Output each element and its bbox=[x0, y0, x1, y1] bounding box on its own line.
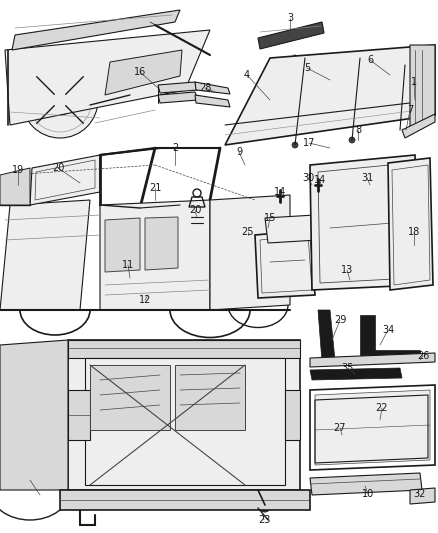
Circle shape bbox=[244, 231, 252, 239]
Polygon shape bbox=[85, 358, 285, 485]
Text: 11: 11 bbox=[122, 260, 134, 270]
Polygon shape bbox=[100, 200, 210, 310]
Circle shape bbox=[307, 227, 313, 233]
Circle shape bbox=[22, 62, 98, 138]
Polygon shape bbox=[68, 340, 300, 358]
Polygon shape bbox=[0, 340, 68, 490]
Polygon shape bbox=[68, 390, 90, 440]
Polygon shape bbox=[310, 155, 418, 290]
Polygon shape bbox=[195, 82, 230, 94]
Polygon shape bbox=[0, 200, 90, 310]
Polygon shape bbox=[158, 82, 198, 93]
Polygon shape bbox=[318, 310, 335, 362]
Text: 1: 1 bbox=[411, 77, 417, 87]
Polygon shape bbox=[255, 230, 315, 298]
Circle shape bbox=[349, 137, 355, 143]
Polygon shape bbox=[68, 340, 300, 490]
Circle shape bbox=[140, 66, 156, 82]
Circle shape bbox=[112, 72, 128, 88]
Text: 25: 25 bbox=[242, 227, 254, 237]
Polygon shape bbox=[90, 365, 170, 430]
Text: 20: 20 bbox=[189, 205, 201, 215]
Circle shape bbox=[412, 159, 418, 165]
Text: 22: 22 bbox=[376, 403, 388, 413]
Polygon shape bbox=[12, 10, 180, 50]
Text: 4: 4 bbox=[244, 70, 250, 80]
Text: 14: 14 bbox=[274, 187, 286, 197]
Polygon shape bbox=[0, 168, 30, 205]
Polygon shape bbox=[392, 165, 430, 285]
Text: 7: 7 bbox=[407, 105, 413, 115]
Polygon shape bbox=[175, 365, 245, 430]
Circle shape bbox=[397, 62, 403, 68]
Text: 28: 28 bbox=[199, 83, 211, 93]
Polygon shape bbox=[158, 92, 198, 103]
Text: 14: 14 bbox=[314, 175, 326, 185]
Polygon shape bbox=[260, 235, 312, 293]
Polygon shape bbox=[315, 390, 430, 465]
Text: 35: 35 bbox=[342, 363, 354, 373]
Polygon shape bbox=[310, 353, 435, 367]
Polygon shape bbox=[318, 163, 413, 283]
Polygon shape bbox=[5, 30, 210, 125]
Polygon shape bbox=[258, 22, 324, 49]
Text: 31: 31 bbox=[361, 173, 373, 183]
Text: 5: 5 bbox=[304, 63, 310, 73]
Polygon shape bbox=[105, 50, 182, 95]
Polygon shape bbox=[388, 158, 433, 290]
Circle shape bbox=[420, 491, 430, 501]
Circle shape bbox=[52, 92, 68, 108]
Circle shape bbox=[292, 142, 298, 148]
Polygon shape bbox=[30, 155, 100, 205]
Polygon shape bbox=[410, 488, 435, 504]
Polygon shape bbox=[60, 490, 310, 510]
Circle shape bbox=[292, 55, 298, 61]
Polygon shape bbox=[310, 368, 402, 380]
Circle shape bbox=[162, 59, 174, 71]
Text: 9: 9 bbox=[236, 147, 242, 157]
Polygon shape bbox=[210, 195, 290, 310]
Text: 16: 16 bbox=[134, 67, 146, 77]
Polygon shape bbox=[265, 215, 318, 243]
Text: 29: 29 bbox=[334, 315, 346, 325]
Text: 18: 18 bbox=[408, 227, 420, 237]
Text: 15: 15 bbox=[264, 213, 276, 223]
Circle shape bbox=[412, 219, 418, 225]
Text: 30: 30 bbox=[302, 173, 314, 183]
Circle shape bbox=[349, 55, 355, 61]
Text: 34: 34 bbox=[382, 325, 394, 335]
Circle shape bbox=[412, 277, 418, 283]
Polygon shape bbox=[410, 45, 435, 130]
Circle shape bbox=[309, 172, 315, 178]
Circle shape bbox=[45, 85, 75, 115]
Polygon shape bbox=[285, 390, 300, 440]
Circle shape bbox=[256, 502, 264, 510]
Circle shape bbox=[260, 502, 270, 512]
Text: 23: 23 bbox=[258, 515, 270, 525]
Text: 32: 32 bbox=[413, 489, 425, 499]
Polygon shape bbox=[35, 160, 95, 200]
Text: 12: 12 bbox=[139, 295, 151, 305]
Circle shape bbox=[252, 477, 268, 493]
Polygon shape bbox=[145, 217, 178, 270]
Polygon shape bbox=[225, 45, 435, 145]
Text: 17: 17 bbox=[303, 138, 315, 148]
Circle shape bbox=[309, 282, 315, 288]
Text: 6: 6 bbox=[367, 55, 373, 65]
Text: 8: 8 bbox=[355, 125, 361, 135]
Text: 19: 19 bbox=[12, 165, 24, 175]
Text: 27: 27 bbox=[334, 423, 346, 433]
Polygon shape bbox=[105, 218, 140, 272]
Polygon shape bbox=[310, 473, 422, 495]
Text: 26: 26 bbox=[417, 351, 429, 361]
Text: 13: 13 bbox=[341, 265, 353, 275]
Text: 3: 3 bbox=[287, 13, 293, 23]
Polygon shape bbox=[360, 315, 420, 360]
Polygon shape bbox=[195, 95, 230, 107]
Text: 2: 2 bbox=[172, 143, 178, 153]
Text: 20: 20 bbox=[52, 163, 64, 173]
Polygon shape bbox=[402, 114, 435, 138]
Text: 21: 21 bbox=[149, 183, 161, 193]
Text: 10: 10 bbox=[362, 489, 374, 499]
